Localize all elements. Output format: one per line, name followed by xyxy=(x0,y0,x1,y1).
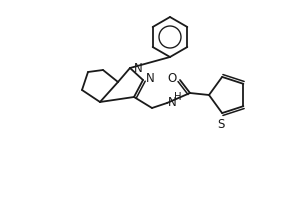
Text: N: N xyxy=(134,62,143,75)
Text: S: S xyxy=(218,118,225,131)
Text: N: N xyxy=(168,96,177,108)
Text: O: O xyxy=(167,72,177,84)
Text: H: H xyxy=(174,92,182,102)
Text: N: N xyxy=(146,72,155,86)
